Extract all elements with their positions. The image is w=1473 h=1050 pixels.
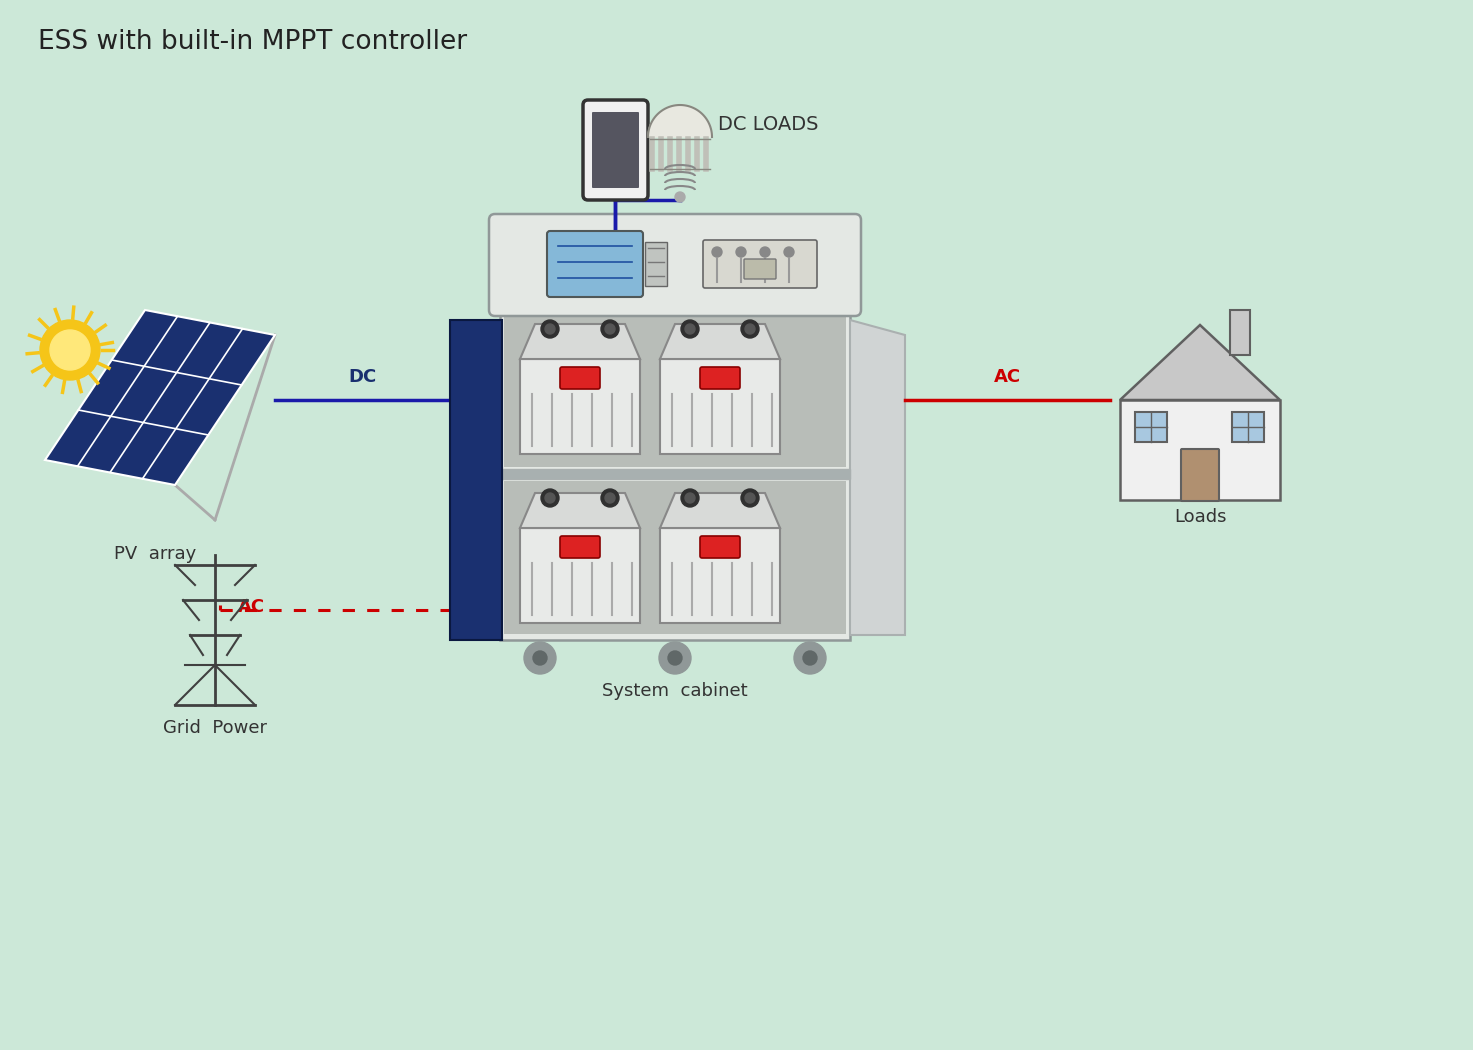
Circle shape <box>745 324 756 334</box>
Circle shape <box>545 324 555 334</box>
Text: ESS with built-in MPPT controller: ESS with built-in MPPT controller <box>38 29 467 55</box>
Text: System  cabinet: System cabinet <box>602 682 748 700</box>
Polygon shape <box>520 324 639 359</box>
Circle shape <box>685 494 695 503</box>
Polygon shape <box>660 494 781 528</box>
FancyBboxPatch shape <box>546 231 644 297</box>
Circle shape <box>545 494 555 503</box>
Text: DC: DC <box>348 368 376 386</box>
Circle shape <box>601 489 619 507</box>
FancyBboxPatch shape <box>700 368 739 388</box>
Text: DC LOADS: DC LOADS <box>717 116 819 134</box>
FancyBboxPatch shape <box>592 112 639 188</box>
Circle shape <box>533 651 546 665</box>
Polygon shape <box>1119 326 1280 400</box>
Polygon shape <box>660 324 781 359</box>
FancyBboxPatch shape <box>449 320 502 640</box>
Text: AC: AC <box>993 368 1021 386</box>
FancyBboxPatch shape <box>560 536 600 558</box>
Text: Grid  Power: Grid Power <box>164 719 267 737</box>
Circle shape <box>541 320 558 338</box>
Circle shape <box>681 320 700 338</box>
FancyBboxPatch shape <box>1231 412 1264 442</box>
Circle shape <box>601 320 619 338</box>
Circle shape <box>711 247 722 257</box>
Circle shape <box>760 247 770 257</box>
FancyBboxPatch shape <box>703 240 818 288</box>
Circle shape <box>658 642 691 674</box>
Text: AC: AC <box>239 598 265 616</box>
Circle shape <box>667 651 682 665</box>
FancyBboxPatch shape <box>1181 449 1220 501</box>
Polygon shape <box>46 310 275 485</box>
Polygon shape <box>648 105 711 136</box>
Circle shape <box>736 247 745 257</box>
Circle shape <box>685 324 695 334</box>
Polygon shape <box>660 528 781 623</box>
Circle shape <box>784 247 794 257</box>
Circle shape <box>605 324 616 334</box>
Circle shape <box>675 192 685 202</box>
Text: Loads: Loads <box>1174 508 1226 526</box>
FancyBboxPatch shape <box>1230 310 1251 355</box>
Circle shape <box>605 494 616 503</box>
FancyBboxPatch shape <box>489 214 862 316</box>
Circle shape <box>741 489 759 507</box>
FancyBboxPatch shape <box>560 368 600 388</box>
FancyBboxPatch shape <box>499 310 850 640</box>
FancyBboxPatch shape <box>700 536 739 558</box>
Circle shape <box>794 642 826 674</box>
Circle shape <box>524 642 555 674</box>
FancyBboxPatch shape <box>504 314 846 467</box>
Circle shape <box>803 651 818 665</box>
Circle shape <box>40 320 100 380</box>
FancyBboxPatch shape <box>744 259 776 279</box>
Polygon shape <box>520 494 639 528</box>
FancyBboxPatch shape <box>583 100 648 200</box>
Text: PV  array: PV array <box>113 545 196 563</box>
Polygon shape <box>520 359 639 454</box>
FancyBboxPatch shape <box>1119 400 1280 500</box>
Circle shape <box>741 320 759 338</box>
Circle shape <box>745 494 756 503</box>
Polygon shape <box>850 320 904 635</box>
Circle shape <box>541 489 558 507</box>
Polygon shape <box>520 528 639 623</box>
Polygon shape <box>660 359 781 454</box>
FancyBboxPatch shape <box>504 481 846 634</box>
FancyBboxPatch shape <box>499 469 850 479</box>
FancyBboxPatch shape <box>1136 412 1167 442</box>
Circle shape <box>50 330 90 370</box>
Circle shape <box>681 489 700 507</box>
FancyBboxPatch shape <box>645 242 667 286</box>
